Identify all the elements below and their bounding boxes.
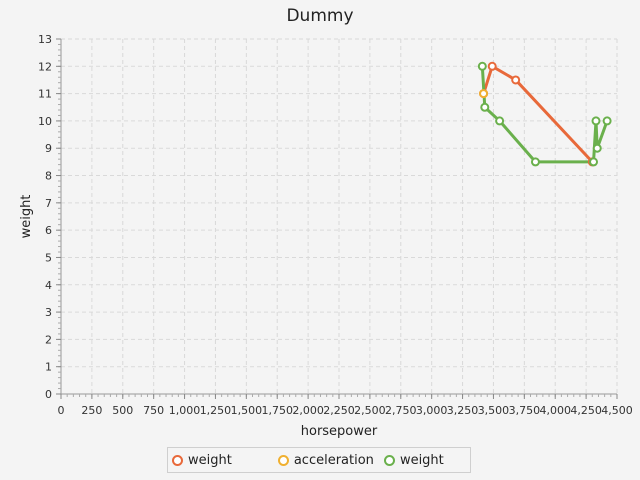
- x-tick-label: 2,500: [354, 404, 386, 417]
- y-tick-label: 9: [45, 142, 52, 155]
- x-tick-label: 1,000: [169, 404, 201, 417]
- x-tick-label: 250: [81, 404, 102, 417]
- x-tick-label: 3,500: [478, 404, 510, 417]
- y-tick-label: 2: [45, 333, 52, 346]
- x-tick-label: 1,250: [200, 404, 232, 417]
- x-tick-label: 0: [58, 404, 65, 417]
- legend-item: weight: [172, 453, 268, 468]
- data-point: [592, 143, 602, 153]
- x-tick-label: 2,750: [385, 404, 417, 417]
- y-tick-label: 12: [38, 60, 52, 73]
- x-axis-label: horsepower: [301, 424, 378, 439]
- data-point: [477, 61, 487, 71]
- y-tick-label: 7: [45, 197, 52, 210]
- y-axis-label: weight: [19, 195, 34, 239]
- y-tick-label: 6: [45, 224, 52, 237]
- data-point: [530, 157, 540, 167]
- x-tick-label: 3,000: [416, 404, 448, 417]
- data-point: [511, 75, 521, 85]
- legend-label: weight: [399, 452, 444, 468]
- data-point: [602, 116, 612, 126]
- legend-marker-icon: [172, 454, 183, 466]
- legend-item: weight: [383, 452, 444, 468]
- data-point: [591, 116, 601, 126]
- x-tick-label: 1,750: [261, 404, 293, 417]
- y-tick-label: 4: [45, 279, 52, 292]
- x-tick-label: 4,000: [539, 404, 571, 417]
- data-point: [495, 116, 505, 126]
- y-tick-label: 3: [45, 306, 52, 319]
- data-point: [487, 61, 497, 71]
- legend-marker-icon: [383, 454, 395, 466]
- y-tick-label: 5: [45, 251, 52, 264]
- x-tick-label: 2,250: [323, 404, 355, 417]
- y-tick-label: 13: [38, 33, 52, 46]
- y-tick-label: 0: [45, 388, 52, 401]
- x-tick-label: 750: [143, 404, 164, 417]
- data-point: [589, 157, 599, 167]
- y-tick-label: 8: [45, 170, 52, 183]
- series-line: [482, 64, 594, 163]
- data-point: [479, 89, 489, 99]
- y-tick-label: 1: [45, 361, 52, 374]
- legend-label: acceleration: [293, 452, 374, 468]
- data-point: [480, 102, 490, 112]
- x-tick-label: 4,500: [601, 404, 633, 417]
- legend-label: weight: [188, 452, 232, 468]
- chart-title: Dummy: [286, 6, 354, 26]
- x-tick-label: 2,000: [292, 404, 324, 417]
- y-tick-label: 10: [38, 115, 52, 128]
- y-tick-label: 11: [38, 88, 52, 101]
- x-tick-label: 1,500: [231, 404, 263, 417]
- legend-marker-icon: [277, 454, 289, 466]
- x-tick-label: 500: [112, 404, 133, 417]
- legend: weight acceleration weight: [167, 447, 471, 473]
- x-tick-label: 4,250: [570, 404, 602, 417]
- legend-item: acceleration: [277, 452, 374, 468]
- x-tick-label: 3,250: [447, 404, 479, 417]
- x-tick-label: 3,750: [509, 404, 541, 417]
